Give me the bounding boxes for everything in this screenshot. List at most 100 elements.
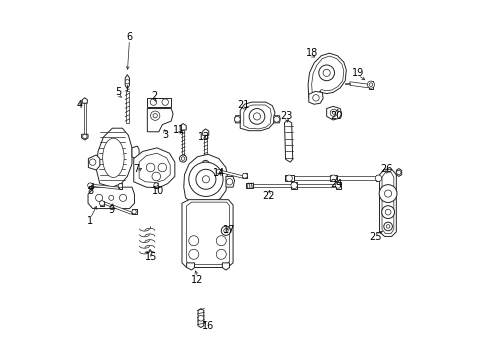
Polygon shape	[253, 184, 335, 187]
Polygon shape	[329, 175, 336, 181]
Polygon shape	[82, 98, 87, 103]
Polygon shape	[96, 128, 132, 187]
Text: 19: 19	[351, 68, 364, 78]
Circle shape	[196, 169, 216, 189]
Polygon shape	[132, 146, 139, 158]
Circle shape	[253, 113, 260, 120]
Polygon shape	[311, 56, 343, 95]
Polygon shape	[240, 102, 274, 131]
Text: 22: 22	[262, 191, 274, 201]
Polygon shape	[234, 116, 240, 123]
Circle shape	[248, 109, 264, 124]
Polygon shape	[139, 153, 170, 183]
Polygon shape	[345, 83, 349, 84]
Polygon shape	[119, 183, 122, 189]
Circle shape	[125, 80, 129, 84]
Circle shape	[162, 99, 168, 105]
Circle shape	[202, 176, 209, 183]
Polygon shape	[204, 135, 206, 162]
Circle shape	[383, 222, 391, 231]
Circle shape	[378, 185, 396, 203]
Circle shape	[312, 95, 319, 101]
Circle shape	[335, 183, 340, 188]
Text: 14: 14	[212, 168, 224, 178]
Polygon shape	[186, 263, 194, 270]
Circle shape	[95, 194, 102, 202]
Circle shape	[332, 111, 335, 114]
Circle shape	[82, 134, 87, 139]
Polygon shape	[132, 209, 136, 214]
Circle shape	[386, 225, 389, 228]
Polygon shape	[81, 134, 88, 140]
Circle shape	[242, 173, 247, 178]
Circle shape	[290, 182, 297, 189]
Text: 8: 8	[87, 186, 93, 196]
Text: 26: 26	[380, 164, 392, 174]
Circle shape	[132, 210, 136, 214]
Circle shape	[119, 194, 126, 202]
Polygon shape	[183, 154, 227, 204]
Circle shape	[188, 236, 198, 246]
Polygon shape	[147, 98, 171, 107]
Text: 1: 1	[87, 216, 93, 226]
Circle shape	[224, 229, 227, 233]
Circle shape	[216, 169, 221, 174]
Text: 16: 16	[202, 321, 214, 332]
Text: 21: 21	[237, 100, 249, 110]
Polygon shape	[293, 176, 375, 180]
Circle shape	[221, 226, 230, 235]
Polygon shape	[379, 169, 395, 237]
Circle shape	[198, 315, 203, 321]
Text: 9: 9	[108, 205, 115, 215]
Polygon shape	[104, 202, 132, 214]
Polygon shape	[273, 116, 280, 123]
Text: 11: 11	[173, 125, 185, 135]
Circle shape	[234, 116, 240, 122]
Polygon shape	[182, 200, 233, 267]
Polygon shape	[246, 183, 253, 188]
Text: 7: 7	[133, 164, 140, 174]
Text: 15: 15	[144, 252, 157, 262]
Circle shape	[384, 190, 391, 197]
Polygon shape	[182, 130, 184, 157]
Polygon shape	[326, 107, 341, 120]
Polygon shape	[100, 201, 104, 206]
Text: 3: 3	[162, 130, 168, 140]
Circle shape	[188, 249, 198, 259]
Polygon shape	[88, 155, 100, 170]
Polygon shape	[381, 172, 393, 234]
Circle shape	[366, 81, 374, 88]
Polygon shape	[216, 169, 221, 174]
Polygon shape	[134, 148, 175, 188]
Circle shape	[216, 249, 226, 259]
Text: 10: 10	[152, 186, 164, 196]
Circle shape	[329, 109, 337, 116]
Polygon shape	[290, 182, 297, 189]
Polygon shape	[395, 168, 401, 176]
Polygon shape	[222, 263, 229, 270]
Text: 17: 17	[223, 225, 235, 235]
Polygon shape	[242, 173, 247, 178]
Polygon shape	[284, 120, 292, 162]
Circle shape	[381, 206, 394, 219]
Text: 20: 20	[330, 111, 342, 121]
Circle shape	[179, 155, 186, 162]
Circle shape	[396, 170, 400, 175]
Polygon shape	[308, 91, 323, 104]
Polygon shape	[203, 129, 208, 135]
Polygon shape	[125, 75, 129, 89]
Circle shape	[152, 172, 160, 181]
Circle shape	[285, 175, 292, 181]
Polygon shape	[307, 53, 346, 98]
Polygon shape	[147, 109, 173, 132]
Polygon shape	[335, 182, 340, 189]
Polygon shape	[349, 82, 368, 88]
Text: 18: 18	[305, 48, 317, 58]
Polygon shape	[186, 202, 229, 265]
Circle shape	[273, 116, 279, 122]
Circle shape	[146, 163, 155, 172]
Circle shape	[153, 113, 157, 118]
Circle shape	[216, 236, 226, 246]
Polygon shape	[375, 175, 380, 181]
Circle shape	[188, 162, 223, 197]
